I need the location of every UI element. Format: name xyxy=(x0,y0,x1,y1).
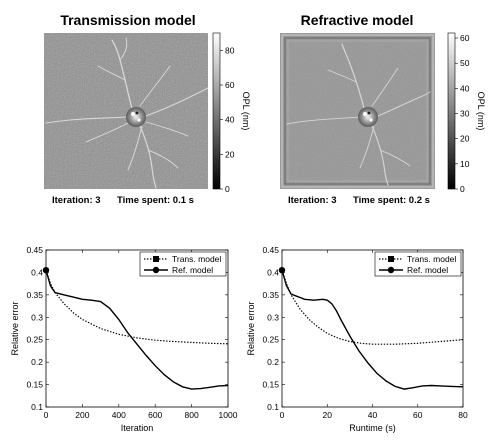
transmission-colorbar-label: OPL (nm) xyxy=(241,92,251,131)
x-tick-label: 0 xyxy=(280,410,285,420)
y-axis-label: Relative error xyxy=(246,301,256,355)
colorbar-tick-label: 40 xyxy=(225,115,235,125)
x-tick-label: 40 xyxy=(368,410,378,420)
x-tick-label: 1000 xyxy=(219,410,238,420)
colorbar-tick-label: 10 xyxy=(460,159,470,169)
refractive-colorbar xyxy=(447,32,456,190)
legend-square-marker xyxy=(388,256,394,262)
error-vs-iteration-chart: 0 200 400 600 800 1000 0.1 0.15 0.2 0.25 0.3 0.35 0.… xyxy=(10,245,238,433)
x-tick-label: 80 xyxy=(458,410,468,420)
y-axis-label: Relative error xyxy=(10,301,20,355)
y-tick-label: 0.25 xyxy=(26,335,43,345)
y-tick-label: 0.1 xyxy=(267,402,279,412)
y-tick-label: 0.35 xyxy=(262,290,279,300)
y-tick-label: 0.4 xyxy=(31,267,43,277)
transmission-panel-title: Transmission model xyxy=(60,12,195,28)
x-tick-label: 200 xyxy=(75,410,89,420)
x-tick-label: 0 xyxy=(44,410,49,420)
legend-entry: Ref. model xyxy=(172,265,213,275)
y-tick-label: 0.25 xyxy=(262,335,279,345)
x-axis-label: Runtime (s) xyxy=(349,423,396,433)
x-tick-label: 400 xyxy=(112,410,126,420)
neuron-soma-right xyxy=(358,107,378,127)
neuron-soma-left xyxy=(126,107,146,127)
colorbar-tick-label: 80 xyxy=(225,45,235,55)
x-axis-label: Iteration xyxy=(121,423,154,433)
legend-entry: Trans. model xyxy=(407,254,456,264)
colorbar-tick-label: 30 xyxy=(460,109,470,119)
colorbar-tick-label: 60 xyxy=(225,80,235,90)
x-tick-label: 600 xyxy=(148,410,162,420)
refractive-iteration-caption: Iteration: 3 xyxy=(288,195,337,206)
legend-circle-marker xyxy=(387,266,395,274)
neuron-structure-right xyxy=(286,43,431,186)
y-tick-label: 0.2 xyxy=(31,357,43,367)
colorbar-tick-label: 60 xyxy=(460,33,470,43)
y-tick-label: 0.1 xyxy=(31,402,43,412)
transmission-image-panel: Transmission model 0 20 40 60 80 OPL (nm) It… xyxy=(44,12,251,206)
y-tick-label: 0.4 xyxy=(267,267,279,277)
refractive-colorbar-label: OPL (nm) xyxy=(476,92,486,131)
colorbar-tick-label: 0 xyxy=(460,184,465,194)
x-tick-label: 20 xyxy=(323,410,333,420)
legend-entry: Trans. model xyxy=(172,254,221,264)
colorbar-tick-label: 0 xyxy=(225,184,230,194)
y-tick-label: 0.3 xyxy=(31,312,43,322)
ringing-border xyxy=(281,34,434,188)
y-tick-label: 0.45 xyxy=(26,245,43,255)
y-tick-label: 0.45 xyxy=(262,245,279,255)
series-start-marker xyxy=(42,266,50,274)
neuron-structure-left xyxy=(45,37,209,189)
x-tick-label: 800 xyxy=(185,410,199,420)
refractive-panel-title: Refractive model xyxy=(301,12,414,28)
y-tick-label: 0.15 xyxy=(26,380,43,390)
x-tick-label: 60 xyxy=(413,410,423,420)
transmission-iteration-caption: Iteration: 3 xyxy=(52,195,101,206)
y-tick-label: 0.2 xyxy=(267,357,279,367)
legend-circle-marker xyxy=(152,266,160,274)
y-tick-label: 0.15 xyxy=(262,380,279,390)
series-line-ref-model xyxy=(45,270,229,390)
refractive-time-caption: Time spent: 0.2 s xyxy=(353,195,430,206)
colorbar-tick-label: 20 xyxy=(225,149,235,159)
y-tick-label: 0.3 xyxy=(267,312,279,322)
legend-entry: Ref. model xyxy=(407,265,448,275)
colorbar-tick-label: 20 xyxy=(460,134,470,144)
series-start-marker xyxy=(278,266,286,274)
series-line-ref-model xyxy=(281,270,464,390)
y-tick-label: 0.35 xyxy=(26,290,43,300)
colorbar-tick-label: 40 xyxy=(460,83,470,93)
transmission-time-caption: Time spent: 0.1 s xyxy=(117,195,194,206)
error-vs-runtime-chart: 0 20 40 60 80 0.1 0.15 0.2 0.25 0.3 0.35 0.4 0.45 Run… xyxy=(246,245,468,433)
transmission-colorbar xyxy=(212,32,221,190)
colorbar-tick-label: 50 xyxy=(460,58,470,68)
legend-square-marker xyxy=(153,256,159,262)
